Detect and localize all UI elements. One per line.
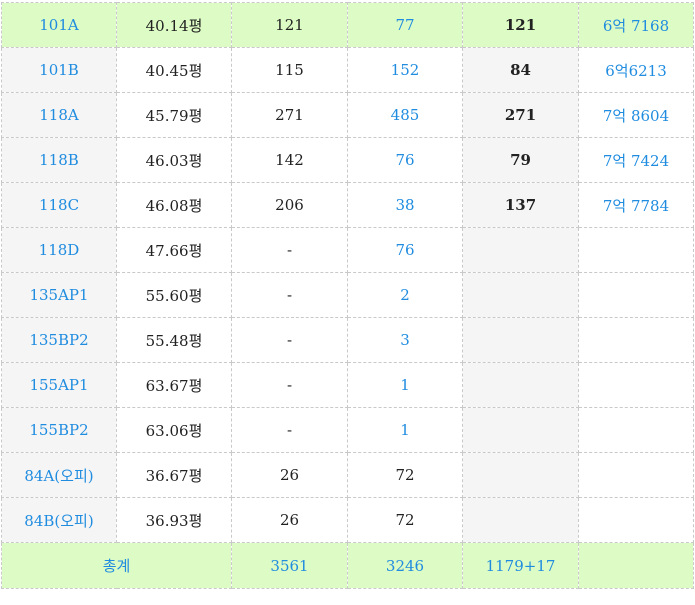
cell-area: 55.48평 bbox=[116, 317, 232, 363]
cell-col6: 6억 7168 bbox=[578, 2, 694, 48]
cell-type: 155BP2 bbox=[1, 407, 117, 453]
cell-col5: 84 bbox=[462, 47, 579, 93]
cell-col6 bbox=[578, 317, 694, 363]
cell-col4: 2 bbox=[347, 272, 463, 318]
cell-col3: 26 bbox=[231, 497, 348, 543]
table-row: 101B 40.45평 115 152 84 6억6213 bbox=[1, 47, 694, 93]
cell-col4: 77 bbox=[347, 2, 463, 48]
total-c6 bbox=[578, 542, 694, 589]
total-row: 총계 3561 3246 1179+17 bbox=[1, 542, 694, 589]
cell-col5: 137 bbox=[462, 182, 579, 228]
cell-col6 bbox=[578, 227, 694, 273]
table-row: 135AP1 55.60평 -2 bbox=[1, 272, 694, 318]
table-row: 155AP1 63.67평 -1 bbox=[1, 362, 694, 408]
total-label: 총계 bbox=[1, 542, 232, 589]
cell-area: 40.14평 bbox=[116, 2, 232, 48]
cell-type: 84A(오피) bbox=[1, 452, 117, 498]
cell-type: 118B bbox=[1, 137, 117, 183]
table-row: 118D 47.66평 -76 bbox=[1, 227, 694, 273]
cell-col5 bbox=[462, 452, 579, 498]
cell-col3: - bbox=[231, 227, 348, 273]
table-row: 118A 45.79평 271 485 271 7억 8604 bbox=[1, 92, 694, 138]
cell-area: 40.45평 bbox=[116, 47, 232, 93]
cell-col6 bbox=[578, 407, 694, 453]
cell-type: 135AP1 bbox=[1, 272, 117, 318]
cell-col4: 76 bbox=[347, 227, 463, 273]
cell-col4: 76 bbox=[347, 137, 463, 183]
cell-col3: 115 bbox=[231, 47, 348, 93]
table-row: 155BP2 63.06평 -1 bbox=[1, 407, 694, 453]
cell-col6: 7억 7424 bbox=[578, 137, 694, 183]
cell-col3: 206 bbox=[231, 182, 348, 228]
cell-col5 bbox=[462, 272, 579, 318]
cell-area: 36.67평 bbox=[116, 452, 232, 498]
cell-area: 63.67평 bbox=[116, 362, 232, 408]
cell-col5: 79 bbox=[462, 137, 579, 183]
cell-col5: 271 bbox=[462, 92, 579, 138]
cell-col4: 485 bbox=[347, 92, 463, 138]
cell-area: 55.60평 bbox=[116, 272, 232, 318]
cell-col3: - bbox=[231, 407, 348, 453]
cell-col4: 38 bbox=[347, 182, 463, 228]
table-body: 101A 40.14평 121 77 121 6억 7168 101B 40.45평 115 15… bbox=[1, 2, 694, 589]
cell-col6: 7억 7784 bbox=[578, 182, 694, 228]
cell-col5: 121 bbox=[462, 2, 579, 48]
cell-type: 155AP1 bbox=[1, 362, 117, 408]
cell-col3: 121 bbox=[231, 2, 348, 48]
cell-col6 bbox=[578, 272, 694, 318]
cell-type: 84B(오피) bbox=[1, 497, 117, 543]
cell-col6 bbox=[578, 362, 694, 408]
total-c3: 3561 bbox=[231, 542, 348, 589]
cell-col4: 152 bbox=[347, 47, 463, 93]
cell-type: 135BP2 bbox=[1, 317, 117, 363]
cell-type: 101A bbox=[1, 2, 117, 48]
cell-area: 63.06평 bbox=[116, 407, 232, 453]
cell-col3: - bbox=[231, 272, 348, 318]
total-c4: 3246 bbox=[347, 542, 463, 589]
cell-area: 46.08평 bbox=[116, 182, 232, 228]
cell-type: 101B bbox=[1, 47, 117, 93]
cell-area: 45.79평 bbox=[116, 92, 232, 138]
supply-table: 101A 40.14평 121 77 121 6억 7168 101B 40.45평 115 15… bbox=[1, 2, 694, 589]
cell-col3: - bbox=[231, 362, 348, 408]
table-row: 118C 46.08평 206 38 137 7억 7784 bbox=[1, 182, 694, 228]
cell-col6: 6억6213 bbox=[578, 47, 694, 93]
cell-col4: 1 bbox=[347, 362, 463, 408]
table-row: 118B 46.03평 142 76 79 7억 7424 bbox=[1, 137, 694, 183]
cell-area: 36.93평 bbox=[116, 497, 232, 543]
cell-col3: - bbox=[231, 317, 348, 363]
cell-col3: 271 bbox=[231, 92, 348, 138]
cell-area: 46.03평 bbox=[116, 137, 232, 183]
cell-col4: 1 bbox=[347, 407, 463, 453]
cell-col6 bbox=[578, 452, 694, 498]
table-row: 84A(오피) 36.67평 26 72 bbox=[1, 452, 694, 498]
cell-type: 118A bbox=[1, 92, 117, 138]
cell-col4: 3 bbox=[347, 317, 463, 363]
cell-col6: 7억 8604 bbox=[578, 92, 694, 138]
cell-col4: 72 bbox=[347, 497, 463, 543]
cell-col5 bbox=[462, 227, 579, 273]
cell-area: 47.66평 bbox=[116, 227, 232, 273]
cell-col5 bbox=[462, 497, 579, 543]
cell-type: 118C bbox=[1, 182, 117, 228]
cell-col5 bbox=[462, 362, 579, 408]
cell-col5 bbox=[462, 317, 579, 363]
cell-col5 bbox=[462, 407, 579, 453]
cell-type: 118D bbox=[1, 227, 117, 273]
table-row: 101A 40.14평 121 77 121 6억 7168 bbox=[1, 2, 694, 48]
cell-col4: 72 bbox=[347, 452, 463, 498]
cell-col3: 142 bbox=[231, 137, 348, 183]
total-c5: 1179+17 bbox=[462, 542, 579, 589]
cell-col6 bbox=[578, 497, 694, 543]
table-row: 84B(오피) 36.93평 26 72 bbox=[1, 497, 694, 543]
table-row: 135BP2 55.48평 -3 bbox=[1, 317, 694, 363]
cell-col3: 26 bbox=[231, 452, 348, 498]
